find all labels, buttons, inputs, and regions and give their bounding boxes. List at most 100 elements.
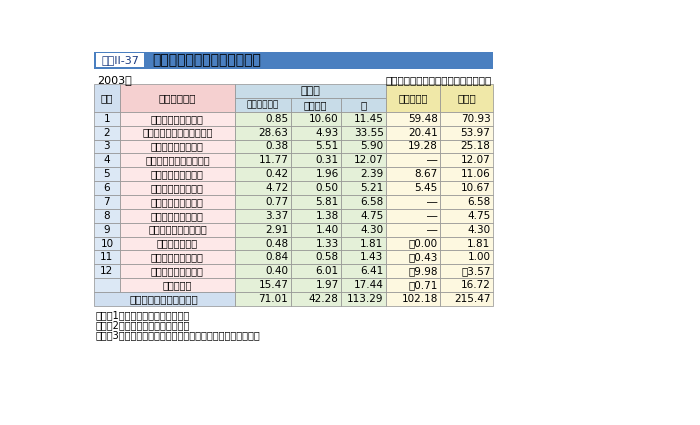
Text: 25.18: 25.18 [461, 142, 491, 151]
Bar [386, 237, 440, 250]
Bar [341, 264, 386, 278]
Text: 20.41: 20.41 [408, 128, 438, 138]
Bar [94, 126, 120, 139]
Text: －0.43: －0.43 [408, 252, 438, 262]
Text: ―: ― [428, 197, 438, 207]
Text: ―: ― [428, 156, 438, 165]
Bar [440, 264, 493, 278]
Bar [234, 278, 290, 292]
Bar [341, 98, 386, 112]
Text: 0.40: 0.40 [265, 266, 288, 276]
Text: 53.97: 53.97 [461, 128, 491, 138]
Text: 3: 3 [104, 142, 110, 151]
Text: 0.84: 0.84 [265, 252, 288, 262]
Bar [290, 98, 341, 112]
Text: モ　　ル　　ド　　バ: モ ル ド バ [148, 225, 206, 235]
Text: 1.97: 1.97 [315, 280, 339, 290]
Bar [234, 195, 290, 209]
Text: （3）四捨五入の関係上、合計が一致しないことがある。: （3）四捨五入の関係上、合計が一致しないことがある。 [95, 331, 260, 340]
Bar [290, 278, 341, 292]
Bar [290, 195, 341, 209]
Bar [290, 139, 341, 153]
Bar [440, 112, 493, 126]
Text: 2: 2 [104, 128, 110, 138]
Bar [290, 126, 341, 139]
Text: 8.67: 8.67 [414, 169, 438, 179]
Bar [341, 209, 386, 223]
Bar [94, 181, 120, 195]
Text: 0.38: 0.38 [265, 142, 288, 151]
Bar [440, 209, 493, 223]
Bar [341, 223, 386, 237]
Bar [290, 292, 341, 306]
Text: 5.45: 5.45 [414, 183, 438, 193]
Bar [290, 223, 341, 237]
Text: 0.50: 0.50 [316, 183, 339, 193]
Text: 0.77: 0.77 [265, 197, 288, 207]
Bar [386, 278, 440, 292]
Text: ―: ― [428, 211, 438, 221]
Text: 12.07: 12.07 [354, 156, 384, 165]
Text: 9: 9 [104, 225, 110, 235]
Text: 順位: 順位 [101, 93, 113, 103]
Bar [290, 181, 341, 195]
Bar [440, 126, 493, 139]
Bar [440, 167, 493, 181]
Text: ハ　ン　ガ　リ　ー: ハ ン ガ リ ー [151, 197, 204, 207]
Bar [234, 181, 290, 195]
Text: 11.77: 11.77 [258, 156, 288, 165]
Text: 4.30: 4.30 [360, 225, 384, 235]
Bar [234, 112, 290, 126]
Text: 0.85: 0.85 [265, 114, 288, 124]
Bar [120, 167, 234, 181]
Bar [386, 167, 440, 181]
Text: 0.48: 0.48 [265, 238, 288, 249]
Text: 2.39: 2.39 [360, 169, 384, 179]
Text: チ　　ェ　　コ: チ ェ コ [157, 238, 198, 249]
Text: 贈　与: 贈 与 [300, 86, 321, 96]
Text: 7: 7 [104, 197, 110, 207]
Text: 5.51: 5.51 [315, 142, 339, 151]
Text: 1.81: 1.81 [468, 238, 491, 249]
Bar [234, 209, 290, 223]
Text: 4.93: 4.93 [315, 128, 339, 138]
Bar [440, 237, 493, 250]
Text: 無償資金協力: 無償資金協力 [246, 100, 279, 109]
Bar [341, 153, 386, 167]
Text: 2003年: 2003年 [97, 75, 132, 85]
Text: 5: 5 [104, 169, 110, 179]
Text: 1.38: 1.38 [315, 211, 339, 221]
Text: 注：（1）地域区分は外務省分類。: 注：（1）地域区分は外務省分類。 [95, 311, 190, 320]
Bar [120, 223, 234, 237]
Bar [290, 167, 341, 181]
Bar [440, 223, 493, 237]
Text: ス　ロ　バ　キ　ア: ス ロ バ キ ア [151, 169, 204, 179]
Text: －0.71: －0.71 [408, 280, 438, 290]
Text: 10.60: 10.60 [309, 114, 339, 124]
Bar [386, 250, 440, 264]
Text: ア　ル　バ　ニ　ア: ア ル バ ニ ア [151, 183, 204, 193]
Text: 16.72: 16.72 [461, 280, 491, 290]
Text: 215.47: 215.47 [454, 294, 491, 304]
Bar [290, 153, 341, 167]
Bar [386, 264, 440, 278]
Text: ボ　ー　ラ　ン　ド: ボ ー ラ ン ド [151, 266, 204, 276]
Text: 4.72: 4.72 [265, 183, 288, 193]
Text: 1.40: 1.40 [316, 225, 339, 235]
Text: 4.75: 4.75 [468, 211, 491, 221]
Bar [96, 53, 144, 67]
Text: 0.58: 0.58 [316, 252, 339, 262]
Bar [290, 112, 341, 126]
Text: 59.48: 59.48 [408, 114, 438, 124]
Text: 6: 6 [104, 183, 110, 193]
Bar [120, 112, 234, 126]
Text: 4.30: 4.30 [468, 225, 491, 235]
Bar [440, 292, 493, 306]
Bar [386, 292, 440, 306]
Text: 1.33: 1.33 [315, 238, 339, 249]
Text: 3.37: 3.37 [265, 211, 288, 221]
Bar [386, 223, 440, 237]
Bar [341, 139, 386, 153]
Text: 1.43: 1.43 [360, 252, 384, 262]
Bar [290, 264, 341, 278]
